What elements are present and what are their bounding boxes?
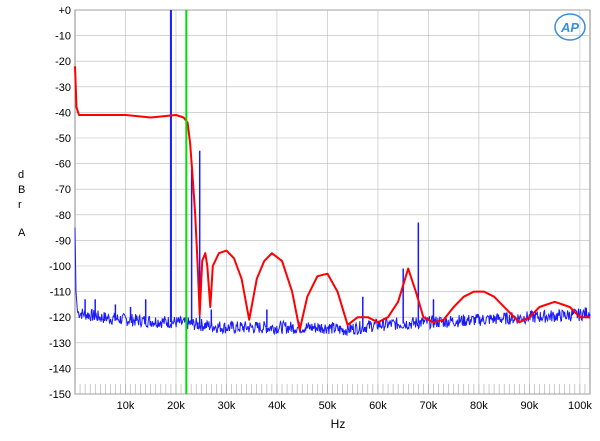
y-tick-label: -50 (55, 133, 71, 145)
x-tick-label: 90k (521, 400, 539, 412)
x-tick-label: 60k (369, 400, 387, 412)
x-tick-label: 70k (420, 400, 438, 412)
x-tick-label: 100k (568, 400, 592, 412)
y-tick-label: -60 (55, 159, 71, 171)
x-tick-label: 30k (218, 400, 236, 412)
x-tick-label: 20k (167, 400, 185, 412)
y-tick-label: -40 (55, 107, 71, 119)
x-tick-label: 40k (268, 400, 286, 412)
y-tick-labels: +0 -10 -20 -30 -40 -50 -60 -70 -80 -90 -100 -110 -12… (49, 5, 71, 401)
x-tick-label: 80k (470, 400, 488, 412)
x-tick-label: 10k (117, 400, 135, 412)
series-group (74, 10, 591, 394)
x-tick-label: 50k (319, 400, 337, 412)
grid (74, 9, 591, 395)
y-tick-label: -10 (55, 31, 71, 43)
y-tick-label: -70 (55, 184, 71, 196)
y-tick-label: -90 (55, 235, 71, 247)
y-axis-label-r: r (18, 199, 22, 211)
y-axis-label-a: A (18, 227, 26, 239)
red-trace (74, 66, 590, 331)
x-axis-label: Hz (331, 417, 346, 431)
y-tick-label: -130 (49, 338, 71, 350)
plot-area (74, 9, 591, 395)
ap-logo: AP (554, 13, 586, 41)
y-tick-label: -100 (49, 261, 71, 273)
blue-noise-trace (74, 227, 591, 336)
y-tick-label: +0 (58, 5, 71, 17)
y-tick-label: -150 (49, 389, 71, 401)
y-tick-label: -140 (49, 363, 71, 375)
x-tick-labels: 10k 20k 30k 40k 50k 60k 70k 80k 90k 100k (117, 400, 593, 412)
ap-logo-text: AP (560, 20, 579, 35)
y-tick-label: -30 (55, 82, 71, 94)
y-axis-label-b: B (18, 184, 25, 196)
y-axis-label-d: d (18, 169, 24, 181)
y-tick-label: -80 (55, 210, 71, 222)
y-tick-label: -110 (50, 287, 71, 299)
y-tick-label: -120 (49, 312, 71, 324)
y-tick-label: -20 (55, 56, 71, 68)
